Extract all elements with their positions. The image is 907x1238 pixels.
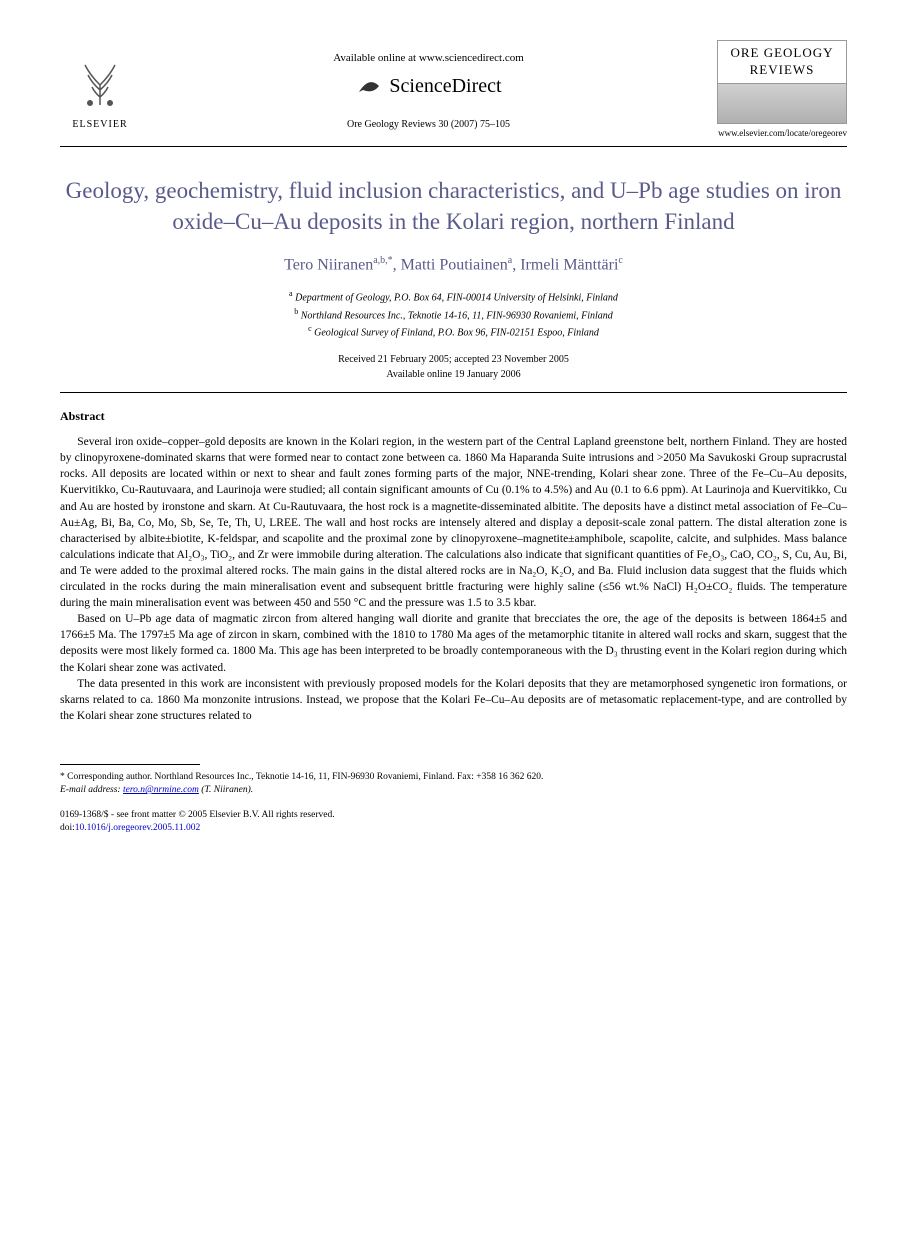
header-rule	[60, 146, 847, 147]
journal-cover-image	[717, 84, 847, 124]
email-label: E-mail address:	[60, 785, 121, 795]
article-dates: Received 21 February 2005; accepted 23 N…	[60, 352, 847, 382]
abstract-top-rule	[60, 392, 847, 393]
copyright-block: 0169-1368/$ - see front matter © 2005 El…	[60, 809, 847, 834]
received-date: Received 21 February 2005; accepted 23 N…	[60, 352, 847, 367]
abstract-paragraph-1: Several iron oxide–copper–gold deposits …	[60, 434, 847, 611]
affiliation-b: b Northland Resources Inc., Teknotie 14-…	[60, 306, 847, 323]
corresponding-text: Corresponding author. Northland Resource…	[67, 772, 543, 782]
doi-line: doi:10.1016/j.oregeorev.2005.11.002	[60, 822, 847, 834]
abstract-paragraph-2: Based on U–Pb age data of magmatic zirco…	[60, 611, 847, 675]
journal-reference: Ore Geology Reviews 30 (2007) 75–105	[140, 119, 717, 130]
sciencedirect-text: ScienceDirect	[389, 75, 501, 98]
doi-label: doi:	[60, 823, 75, 833]
author-3-sup: c	[618, 255, 622, 266]
elsevier-text: ELSEVIER	[72, 119, 127, 130]
online-date: Available online 19 January 2006	[60, 367, 847, 382]
journal-url: www.elsevier.com/locate/oregeorev	[717, 128, 847, 138]
journal-cover-box: ORE GEOLOGY REVIEWS www.elsevier.com/loc…	[717, 40, 847, 138]
affiliations: a Department of Geology, P.O. Box 64, FI…	[60, 288, 847, 340]
elsevier-tree-icon	[70, 55, 130, 115]
sciencedirect-swoosh-icon	[355, 72, 383, 100]
article-title: Geology, geochemistry, fluid inclusion c…	[60, 175, 847, 237]
doi-link[interactable]: 10.1016/j.oregeorev.2005.11.002	[75, 823, 200, 833]
author-1: Tero Niiranen	[284, 256, 373, 273]
author-1-sup: a,b,*	[373, 255, 392, 266]
sciencedirect-logo: ScienceDirect	[355, 72, 501, 100]
authors-line: Tero Niiranena,b,*, Matti Poutiainena, I…	[60, 255, 847, 274]
author-3: Irmeli Mänttäri	[520, 256, 618, 273]
email-author: (T. Niiranen).	[201, 785, 253, 795]
abstract-paragraph-3: The data presented in this work are inco…	[60, 676, 847, 724]
affiliation-a: a Department of Geology, P.O. Box 64, FI…	[60, 288, 847, 305]
affiliation-c: c Geological Survey of Finland, P.O. Box…	[60, 323, 847, 340]
author-2: Matti Poutiainen	[401, 256, 508, 273]
abstract-heading: Abstract	[60, 409, 847, 424]
center-header: Available online at www.sciencedirect.co…	[140, 40, 717, 130]
page-header: ELSEVIER Available online at www.science…	[60, 40, 847, 138]
affiliation-c-text: Geological Survey of Finland, P.O. Box 9…	[314, 327, 599, 338]
footnote-rule	[60, 764, 200, 765]
journal-name-box: ORE GEOLOGY REVIEWS	[717, 40, 847, 84]
journal-name-line2: REVIEWS	[750, 62, 815, 77]
email-link[interactable]: tero.n@nrmine.com	[123, 785, 199, 795]
affiliation-b-text: Northland Resources Inc., Teknotie 14-16…	[301, 310, 613, 321]
corresponding-author-footnote: * Corresponding author. Northland Resour…	[60, 771, 847, 798]
available-online-text: Available online at www.sciencedirect.co…	[140, 52, 717, 64]
copyright-line: 0169-1368/$ - see front matter © 2005 El…	[60, 809, 847, 821]
affiliation-a-text: Department of Geology, P.O. Box 64, FIN-…	[295, 293, 618, 304]
abstract-body: Several iron oxide–copper–gold deposits …	[60, 434, 847, 724]
elsevier-logo: ELSEVIER	[60, 40, 140, 130]
journal-name-line1: ORE GEOLOGY	[730, 45, 833, 60]
author-2-sup: a	[508, 255, 512, 266]
